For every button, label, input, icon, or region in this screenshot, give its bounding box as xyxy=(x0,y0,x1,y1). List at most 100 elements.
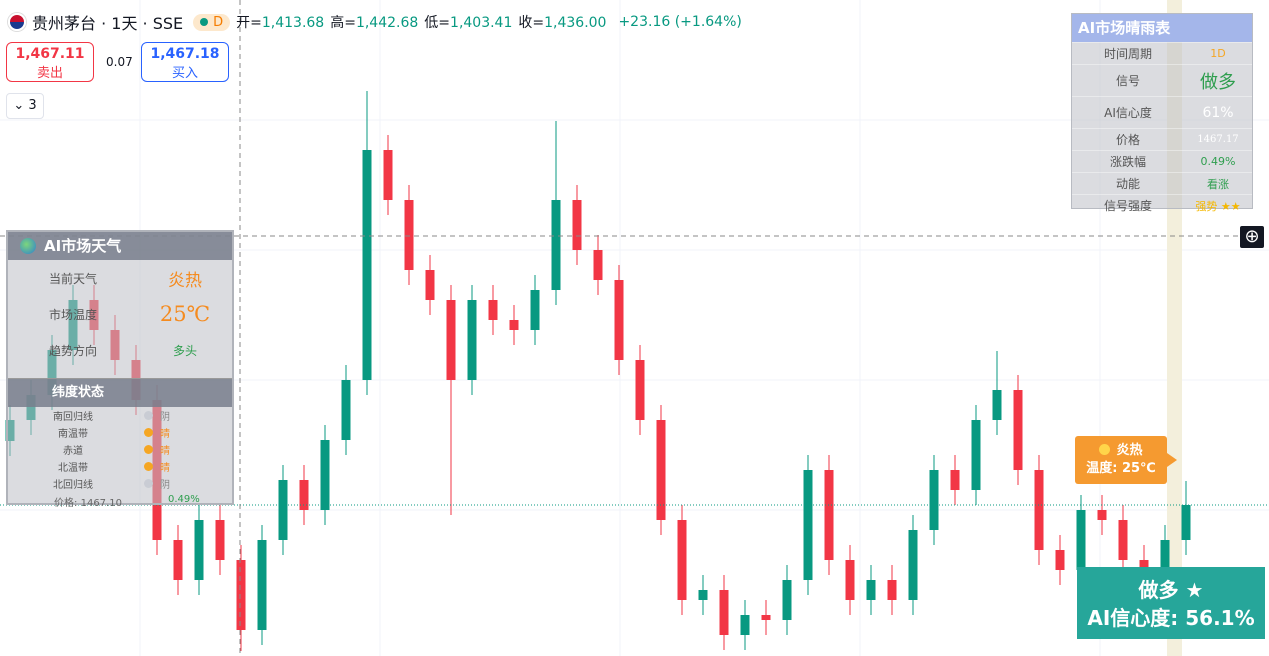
candle-body xyxy=(824,470,834,560)
candle-body xyxy=(1055,550,1065,570)
table-row: AI信心度 61% xyxy=(1072,96,1252,128)
candle-body xyxy=(866,580,876,600)
flag xyxy=(8,13,26,31)
indicator-toggle[interactable]: ⌄ 3 xyxy=(6,93,44,119)
symbol[interactable]: 贵州茅台 · 1天 · SSE xyxy=(32,14,184,33)
candle-body xyxy=(446,300,456,380)
status-badge[interactable]: D xyxy=(193,13,231,31)
zone-value: 晴 xyxy=(138,425,232,440)
row-label: 趋势方向 xyxy=(48,343,97,358)
row-label: 动能 xyxy=(1115,177,1140,191)
zone-row: 北回归线 阴 xyxy=(8,475,232,492)
candle-body xyxy=(215,520,225,560)
zone-value: 阴 xyxy=(138,476,232,491)
zone-section: 纬度状态 xyxy=(8,378,232,407)
candle-body xyxy=(488,300,498,320)
zone-row: 北温带 晴 xyxy=(8,458,232,475)
candle-body xyxy=(719,590,729,635)
table-rows: 时间周期 1D 信号 做多 AI信心度 61% 价格 1467.17 涨跌幅 0.49% 动能 看涨信… xyxy=(1072,42,1252,216)
table-row: 动能 看涨 xyxy=(1072,172,1252,194)
candle-body xyxy=(551,200,561,290)
table-row: 涨跌幅 0.49% xyxy=(1072,150,1252,172)
candle-body xyxy=(173,540,183,580)
row-value: 做多 xyxy=(1200,71,1236,93)
ohlc-value: 1,436.00 xyxy=(544,15,607,31)
ohlc-value: 1,413.68 xyxy=(261,15,325,31)
row-label: 价格 xyxy=(1115,133,1140,147)
row-label: 当前天气 xyxy=(48,271,97,286)
signal-box: 做多 ★ AI信心度: 56.1% xyxy=(1077,567,1265,639)
ohlc-label: 开= xyxy=(236,15,262,31)
candle-body xyxy=(1181,505,1191,540)
candle-body xyxy=(383,150,393,200)
row-value: 1D xyxy=(1210,47,1226,60)
ohlc-label: 高= xyxy=(330,15,356,31)
row-label: 信号 xyxy=(1115,74,1140,88)
candle-body xyxy=(614,280,624,360)
candle-body xyxy=(698,590,708,600)
sell-label: 卖出 xyxy=(36,66,63,81)
weather-rows: 当前天气 炎热市场温度 25℃ 趋势方向 多头 xyxy=(8,260,232,368)
candle-body xyxy=(257,540,267,630)
candle-body xyxy=(929,470,939,530)
badge-text: D xyxy=(213,14,224,30)
candle-body xyxy=(971,420,981,490)
candle-body xyxy=(803,470,813,580)
indicator-count: 3 xyxy=(28,98,37,113)
candle-body xyxy=(761,615,771,620)
zone-label: 北温带 xyxy=(58,463,88,474)
candle-body xyxy=(740,615,750,635)
row-value: 强势 ★★ xyxy=(1195,199,1241,213)
candle-body xyxy=(992,390,1002,420)
tag-title: 炎热 xyxy=(1116,443,1143,458)
row-value: 多头 xyxy=(172,343,197,358)
signal-text: 做多 ★ xyxy=(1138,578,1204,602)
candle-body xyxy=(782,580,792,620)
row-label: 市场温度 xyxy=(48,307,97,322)
zone-label: 南温带 xyxy=(58,429,88,440)
zone-label: 赤道 xyxy=(63,446,83,457)
ohlc-value: 1,403.41 xyxy=(450,15,513,31)
candle-body xyxy=(194,520,204,580)
zone-value: 晴 xyxy=(138,442,232,457)
candle-body xyxy=(572,200,582,250)
ohlc-label: 收= xyxy=(518,15,545,31)
footer-change: 0.49% xyxy=(168,494,200,505)
zone-row: 南温带 晴 xyxy=(8,424,232,441)
candle-body xyxy=(530,290,540,330)
table-row: 价格 1467.17 xyxy=(1072,128,1252,150)
row-value: 0.49% xyxy=(1200,155,1236,168)
sell-button[interactable]: 1,467.11 卖出 xyxy=(6,42,94,82)
candle-body xyxy=(1013,390,1023,470)
candle-body xyxy=(467,300,477,380)
candle-body xyxy=(1034,470,1044,550)
row-label: 涨跌幅 xyxy=(1109,155,1146,169)
table-row: 信号强度 强势 ★★ xyxy=(1072,194,1252,216)
candle-body xyxy=(1118,520,1128,560)
buy-button[interactable]: 1,467.18 买入 xyxy=(141,42,229,82)
zone-row: 南回归线 阴 xyxy=(8,407,232,424)
add-button[interactable]: ⊕ xyxy=(1240,226,1264,248)
buy-price: 1,467.18 xyxy=(150,46,220,62)
row-label: AI信心度 xyxy=(1104,106,1152,120)
candle-body xyxy=(341,380,351,440)
table-row: 时间周期 1D xyxy=(1072,42,1252,64)
candle-body xyxy=(509,320,519,330)
zone-value: 晴 xyxy=(138,459,232,474)
candle-body xyxy=(1097,510,1107,520)
candle-body xyxy=(299,480,309,510)
row-value: 25℃ xyxy=(159,302,211,326)
candle-body xyxy=(278,480,288,540)
table-row: 信号 做多 xyxy=(1072,64,1252,96)
candle-body xyxy=(887,580,897,600)
row-value: 看涨 xyxy=(1207,177,1229,191)
candle-body xyxy=(425,270,435,300)
candle-body xyxy=(908,530,918,600)
confidence-text: AI信心度: 56.1% xyxy=(1087,606,1255,630)
candle-body xyxy=(635,360,645,420)
candle-body xyxy=(236,560,246,630)
weather-row: 市场温度 25℃ xyxy=(8,296,232,332)
weather-row: 当前天气 炎热 xyxy=(8,260,232,296)
row-value: 1467.17 xyxy=(1197,134,1239,145)
